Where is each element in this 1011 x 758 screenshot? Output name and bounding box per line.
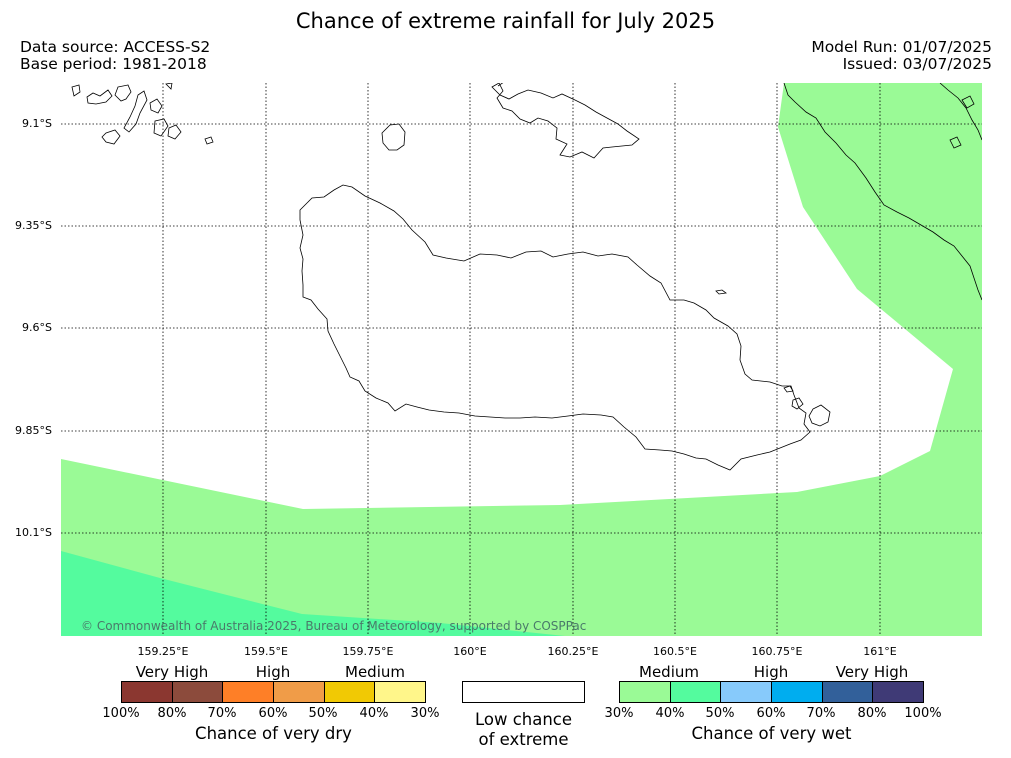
wet-category-label: Very High <box>835 663 909 681</box>
data-source-text: Data source: ACCESS-S2 <box>20 38 211 56</box>
wet-percent-label: 60% <box>756 706 786 721</box>
dry-percent-label: 60% <box>258 706 288 721</box>
run-info: Model Run: 01/07/2025 Issued: 03/07/2025 <box>811 39 992 73</box>
wet-legend-caption: Chance of very wet <box>691 724 852 743</box>
wet-category-label: Medium <box>639 663 699 681</box>
lon-label: 159.75°E <box>342 645 394 658</box>
low-chance-caption: Low chance of extreme <box>462 710 585 750</box>
model-run-text: Model Run: 01/07/2025 <box>811 38 992 56</box>
wet-swatch <box>822 682 874 702</box>
copyright-notice: © Commonwealth of Australia 2025, Bureau… <box>81 619 587 633</box>
florida-islands-coastline <box>491 83 640 159</box>
lon-label: 159.25°E <box>137 645 189 658</box>
graticule <box>61 83 982 636</box>
lon-label: 160.25°E <box>547 645 599 658</box>
wet-category-label: High <box>753 663 789 681</box>
wet-percent-label: 50% <box>705 706 735 721</box>
wet-percent-label: 40% <box>655 706 685 721</box>
wet-swatch <box>873 682 924 702</box>
wet-percent-label: 70% <box>806 706 836 721</box>
dry-swatch <box>375 682 426 702</box>
dry-category-label: High <box>255 663 291 681</box>
low-chance-caption-line2: of extreme <box>478 730 569 749</box>
lat-label: 9.85°S <box>15 424 52 437</box>
lat-label: 9.35°S <box>15 219 52 232</box>
dry-percent-label: 100% <box>102 706 140 721</box>
lon-label: 160.75°E <box>751 645 803 658</box>
wet-percent-label: 80% <box>857 706 887 721</box>
dry-swatch <box>223 682 275 702</box>
low-chance-swatch <box>462 681 585 703</box>
wet-swatch <box>620 682 671 702</box>
guadalcanal-coastline <box>299 184 811 471</box>
wet-swatch <box>772 682 823 702</box>
dry-legend-caption: Chance of very dry <box>195 724 352 743</box>
lon-label: 161°E <box>863 645 897 658</box>
wet-percent-label: 100% <box>904 706 942 721</box>
medium-wet-region-south <box>61 83 982 636</box>
map-title: Chance of extreme rainfall for July 2025 <box>295 9 716 33</box>
dry-percent-label: 70% <box>207 706 237 721</box>
dry-category-label: Very High <box>135 663 209 681</box>
lon-label: 160°E <box>453 645 487 658</box>
wet-swatch <box>670 682 722 702</box>
low-chance-caption-line1: Low chance <box>474 710 573 729</box>
dry-swatch <box>172 682 224 702</box>
lon-label: 159.5°E <box>244 645 288 658</box>
lon-label: 160.5°E <box>653 645 697 658</box>
lat-label: 9.1°S <box>22 117 52 130</box>
savo-island-coastline <box>381 123 406 151</box>
data-info: Data source: ACCESS-S2 Base period: 1981… <box>20 39 210 73</box>
russell-islands-coastline <box>71 83 214 145</box>
dry-percent-label: 80% <box>157 706 187 721</box>
dry-percent-label: 40% <box>359 706 389 721</box>
wet-percent-label: 30% <box>604 706 634 721</box>
dry-percent-label: 30% <box>410 706 440 721</box>
medium-wet-high-region <box>61 551 565 636</box>
dry-swatch <box>122 682 173 702</box>
wet-colorbar <box>619 681 924 703</box>
dry-swatch <box>274 682 325 702</box>
lat-label: 9.6°S <box>22 321 52 334</box>
wet-swatch <box>721 682 773 702</box>
lat-label: 10.1°S <box>15 526 52 539</box>
dry-swatch <box>324 682 376 702</box>
malaita-coastline <box>783 83 982 301</box>
dry-category-label: Medium <box>345 663 405 681</box>
base-period-text: Base period: 1981-2018 <box>20 55 207 73</box>
issued-text: Issued: 03/07/2025 <box>842 55 992 73</box>
coastlines <box>71 83 982 471</box>
dry-colorbar <box>121 681 426 703</box>
dry-percent-label: 50% <box>308 706 338 721</box>
